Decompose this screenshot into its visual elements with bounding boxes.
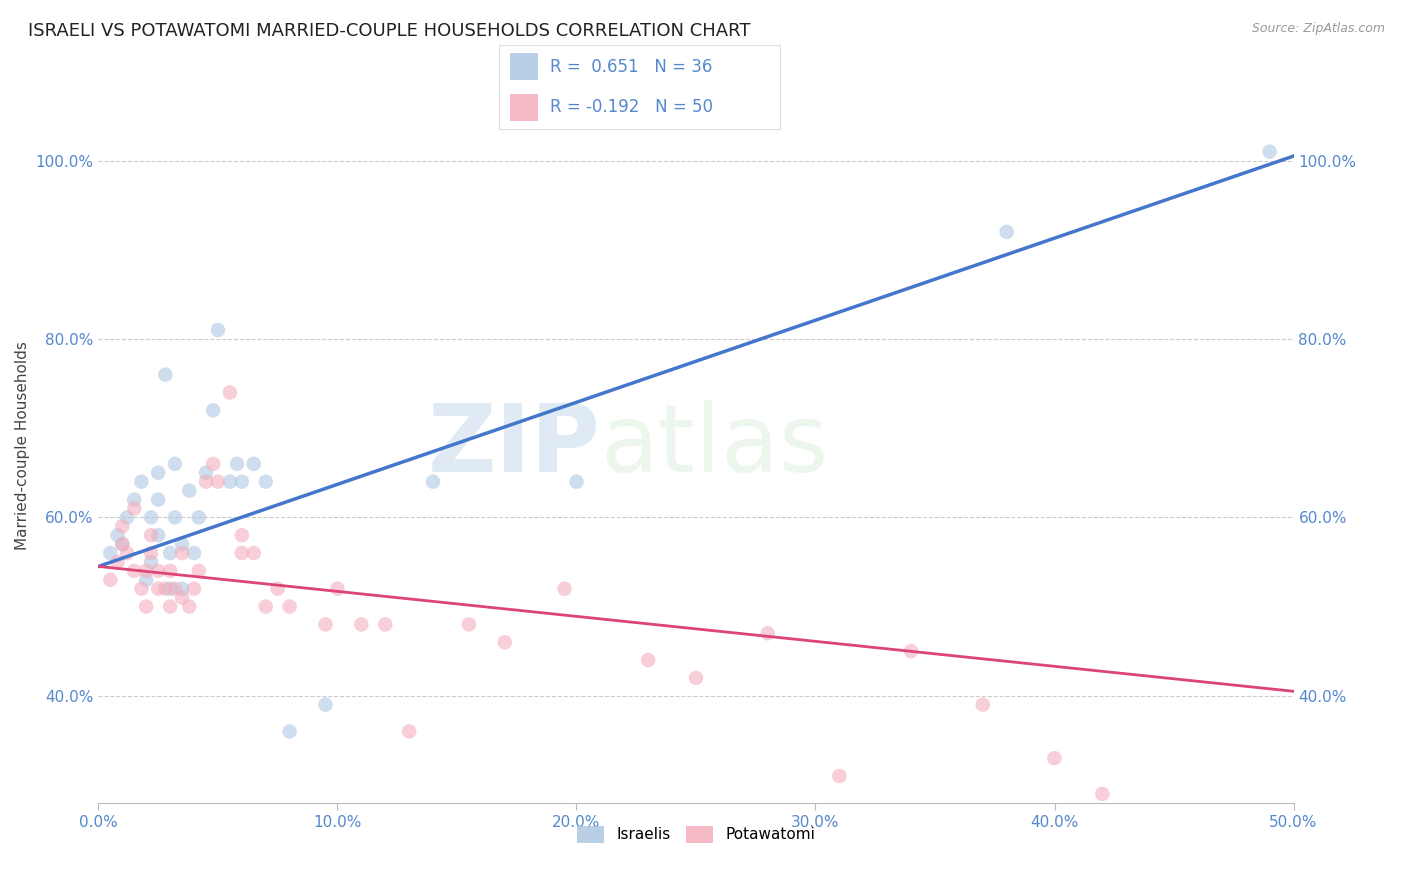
- Point: [219, 475, 242, 489]
- Point: [159, 564, 181, 578]
- Legend: Israelis, Potawatomi: Israelis, Potawatomi: [571, 820, 821, 848]
- Text: atlas: atlas: [600, 400, 828, 492]
- Point: [756, 626, 779, 640]
- Point: [1258, 145, 1281, 159]
- Point: [111, 537, 134, 551]
- Point: [179, 599, 201, 614]
- Point: [172, 582, 194, 596]
- Point: [124, 501, 146, 516]
- Point: [148, 564, 170, 578]
- Point: [155, 368, 177, 382]
- Point: [278, 599, 301, 614]
- Point: [172, 537, 194, 551]
- Point: [111, 519, 134, 533]
- Point: [131, 582, 153, 596]
- Point: [131, 475, 153, 489]
- Point: [135, 599, 157, 614]
- Point: [1139, 805, 1161, 819]
- Point: [195, 475, 218, 489]
- Point: [155, 582, 177, 596]
- Point: [374, 617, 396, 632]
- Point: [243, 457, 266, 471]
- Point: [398, 724, 420, 739]
- Point: [254, 599, 277, 614]
- Point: [98, 573, 122, 587]
- Text: R = -0.192   N = 50: R = -0.192 N = 50: [550, 98, 713, 116]
- Point: [231, 546, 253, 560]
- Text: ZIP: ZIP: [427, 400, 600, 492]
- Point: [159, 546, 181, 560]
- Text: Source: ZipAtlas.com: Source: ZipAtlas.com: [1251, 22, 1385, 36]
- Text: ISRAELI VS POTAWATOMI MARRIED-COUPLE HOUSEHOLDS CORRELATION CHART: ISRAELI VS POTAWATOMI MARRIED-COUPLE HOU…: [28, 22, 751, 40]
- Point: [195, 466, 218, 480]
- Point: [139, 510, 162, 524]
- Point: [148, 528, 170, 542]
- Point: [148, 492, 170, 507]
- Point: [637, 653, 659, 667]
- Point: [163, 457, 186, 471]
- Bar: [510, 54, 538, 80]
- Point: [163, 510, 186, 524]
- Point: [124, 564, 146, 578]
- Point: [458, 617, 481, 632]
- Point: [107, 555, 129, 569]
- Point: [219, 385, 242, 400]
- Point: [111, 537, 134, 551]
- Point: [1043, 751, 1066, 765]
- Text: R =  0.651   N = 36: R = 0.651 N = 36: [550, 58, 711, 76]
- Point: [243, 546, 266, 560]
- Point: [183, 546, 205, 560]
- Point: [202, 457, 225, 471]
- Point: [183, 582, 205, 596]
- Point: [139, 555, 162, 569]
- Point: [172, 546, 194, 560]
- Point: [115, 510, 138, 524]
- Point: [139, 528, 162, 542]
- Point: [315, 617, 337, 632]
- Point: [207, 323, 229, 337]
- Point: [254, 475, 277, 489]
- Point: [148, 582, 170, 596]
- Point: [231, 475, 253, 489]
- Point: [972, 698, 994, 712]
- Point: [207, 475, 229, 489]
- Point: [350, 617, 373, 632]
- Point: [159, 599, 181, 614]
- Bar: [510, 94, 538, 120]
- Point: [828, 769, 851, 783]
- Point: [115, 546, 138, 560]
- Point: [163, 582, 186, 596]
- Point: [179, 483, 201, 498]
- Point: [226, 457, 249, 471]
- Point: [98, 546, 122, 560]
- Point: [187, 510, 209, 524]
- Y-axis label: Married-couple Households: Married-couple Households: [15, 342, 30, 550]
- Point: [494, 635, 516, 649]
- Point: [326, 582, 349, 596]
- Point: [315, 698, 337, 712]
- Point: [565, 475, 588, 489]
- Point: [202, 403, 225, 417]
- Point: [135, 564, 157, 578]
- Point: [159, 582, 181, 596]
- Point: [995, 225, 1018, 239]
- Point: [422, 475, 444, 489]
- Point: [124, 492, 146, 507]
- Point: [135, 573, 157, 587]
- Point: [554, 582, 576, 596]
- Point: [900, 644, 922, 658]
- Point: [267, 582, 290, 596]
- Point: [139, 546, 162, 560]
- Point: [187, 564, 209, 578]
- Point: [278, 724, 301, 739]
- Point: [1091, 787, 1114, 801]
- Point: [172, 591, 194, 605]
- Point: [685, 671, 707, 685]
- Point: [107, 528, 129, 542]
- Point: [231, 528, 253, 542]
- Point: [148, 466, 170, 480]
